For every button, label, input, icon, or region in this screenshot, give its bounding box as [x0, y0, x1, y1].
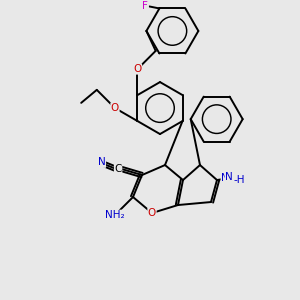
Text: NH₂: NH₂ [105, 210, 124, 220]
Text: N: N [223, 173, 231, 183]
Text: O: O [134, 64, 142, 74]
Text: N: N [225, 172, 233, 182]
Text: O: O [111, 103, 119, 113]
Text: N: N [223, 173, 231, 183]
Text: -H: -H [234, 175, 245, 185]
Text: O: O [148, 208, 156, 218]
Text: N: N [98, 157, 106, 167]
Text: F: F [142, 2, 148, 11]
Text: C: C [114, 164, 122, 174]
Text: N: N [221, 173, 229, 183]
